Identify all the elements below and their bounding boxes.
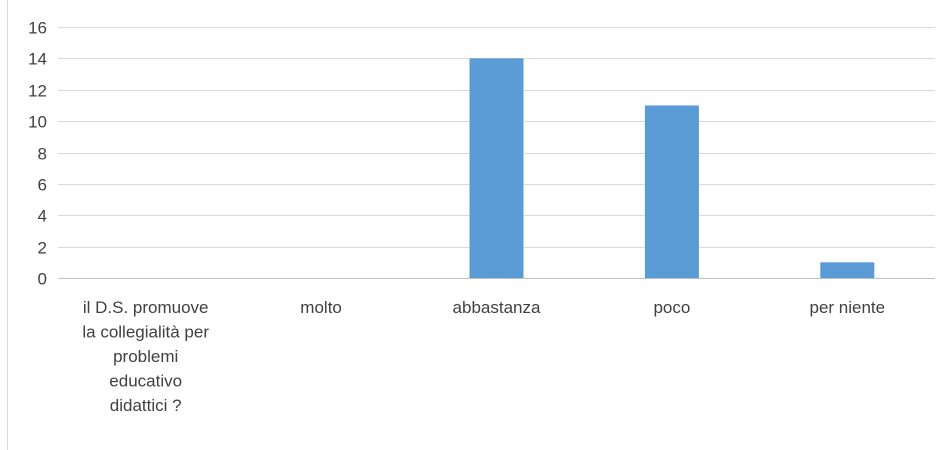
- x-category-label-line: problemi: [113, 347, 178, 366]
- y-axis-tick-labels: 0 2 4 6 8 10 12 14 16: [28, 19, 47, 289]
- y-tick-label-14: 14: [28, 50, 47, 69]
- bar-3: [644, 105, 699, 278]
- x-category-label-line: la collegialità per: [82, 323, 209, 342]
- x-category-label-line: poco: [653, 298, 690, 317]
- y-tick-label-2: 2: [38, 239, 47, 258]
- y-tick-label-10: 10: [28, 113, 47, 132]
- x-axis-category-labels: il D.S. promuove la collegialità per probl…: [82, 298, 885, 415]
- x-category-label-0: il D.S. promuove la collegialità per probl…: [82, 298, 209, 415]
- y-tick-label-0: 0: [38, 270, 47, 289]
- x-category-label-line: per niente: [809, 298, 885, 317]
- y-tick-label-16: 16: [28, 19, 47, 38]
- x-category-label-4: per niente: [809, 298, 885, 317]
- y-tick-label-6: 6: [38, 176, 47, 195]
- y-tick-label-12: 12: [28, 82, 47, 101]
- x-category-label-2: abbastanza: [453, 298, 541, 317]
- x-category-label-3: poco: [653, 298, 690, 317]
- x-category-label-line: abbastanza: [453, 298, 541, 317]
- bars: [469, 58, 875, 278]
- x-category-label-line: educativo: [109, 372, 182, 391]
- bar-4: [820, 262, 875, 278]
- y-tick-label-8: 8: [38, 145, 47, 164]
- x-category-label-line: molto: [300, 298, 342, 317]
- x-category-label-line: il D.S. promuove: [83, 298, 209, 317]
- x-category-label-line: didattici ?: [110, 396, 182, 415]
- bar-2: [469, 58, 524, 278]
- y-tick-label-4: 4: [38, 207, 47, 226]
- x-category-label-1: molto: [300, 298, 342, 317]
